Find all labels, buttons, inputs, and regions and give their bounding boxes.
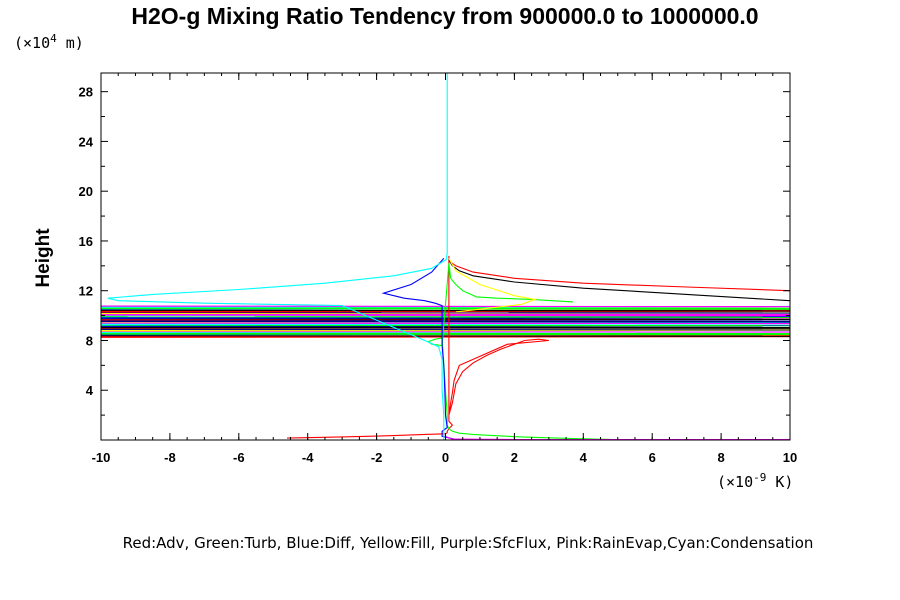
x-tick-label: 10 <box>783 450 797 465</box>
series-line-0 <box>286 255 790 439</box>
chart-title: H2O-g Mixing Ratio Tendency from 900000.… <box>131 3 758 29</box>
y-axis-unit: (×104 m) <box>14 32 84 52</box>
x-unit-prefix: (×10 <box>717 473 753 491</box>
series-line-6 <box>107 73 448 440</box>
x-tick-label: -8 <box>164 450 176 465</box>
x-tick-label: 0 <box>442 450 449 465</box>
y-tick-label: 20 <box>79 184 93 199</box>
x-unit-exponent: -9 <box>753 471 766 484</box>
x-tick-label: -10 <box>92 450 111 465</box>
band-line <box>101 326 790 329</box>
series-line-3 <box>381 258 456 440</box>
series-line-1 <box>448 259 790 302</box>
y-tick-label: 8 <box>86 333 93 348</box>
y-tick-label: 28 <box>79 85 93 100</box>
legend-text: Red:Adv, Green:Turb, Blue:Diff, Yellow:F… <box>123 534 814 552</box>
x-tick-label: -6 <box>233 450 245 465</box>
x-tick-label: -4 <box>302 450 314 465</box>
x-axis-unit: (×10-9 K) <box>717 471 793 491</box>
x-tick-label: 8 <box>717 450 724 465</box>
series-line-2 <box>427 263 611 440</box>
band-line <box>101 330 790 333</box>
x-tick-label: 4 <box>580 450 588 465</box>
band-line <box>101 332 790 336</box>
y-unit-exponent: 4 <box>50 32 57 45</box>
y-tick-label: 16 <box>79 234 93 249</box>
band-line <box>101 318 790 320</box>
mixed-layer-bands <box>101 305 790 338</box>
y-unit-prefix: (×10 <box>14 34 50 52</box>
band-line <box>101 311 790 314</box>
x-tick-label: 6 <box>649 450 656 465</box>
series-line-4 <box>448 258 538 313</box>
y-tick-label: 12 <box>79 284 93 299</box>
band-line <box>101 313 790 317</box>
band-line <box>101 335 790 337</box>
band-line <box>101 316 790 318</box>
series-lines <box>107 73 790 440</box>
x-unit-suffix: K) <box>766 473 793 491</box>
x-tick-label: 2 <box>511 450 518 465</box>
y-axis-label: Height <box>33 228 54 288</box>
band-line <box>101 324 790 327</box>
x-tick-label: -2 <box>371 450 383 465</box>
band-line <box>101 319 790 323</box>
band-line <box>101 328 790 331</box>
y-tick-label: 24 <box>79 134 94 149</box>
y-unit-suffix: m) <box>57 34 84 52</box>
band-line <box>101 322 790 325</box>
y-tick-label: 4 <box>86 383 94 398</box>
